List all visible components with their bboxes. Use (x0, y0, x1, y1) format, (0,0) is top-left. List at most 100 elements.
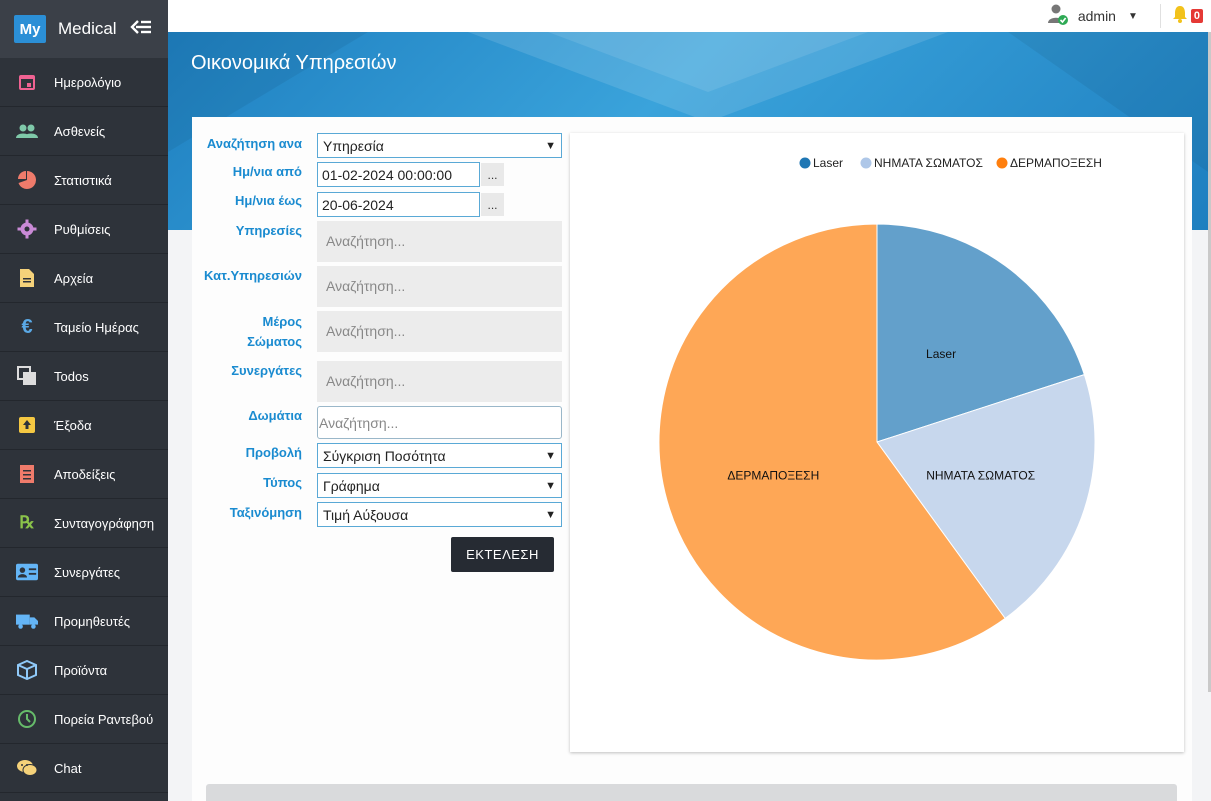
legend-swatch (860, 157, 872, 169)
rx-icon: ℞ (19, 513, 35, 533)
type-label: Τύπος (263, 475, 302, 490)
body-part-search-input[interactable]: Αναζήτηση... (317, 311, 562, 352)
sidebar-item-label: Todos (54, 368, 89, 384)
type-value: Γράφημα (323, 477, 380, 494)
partners-label: Συνεργάτες (231, 363, 302, 378)
brand-logo[interactable]: My (14, 15, 46, 43)
pie-chart: Laser ΝΗΜΑΤΑ ΣΩΜΑΤΟΣ ΔΕΡΜΑΠΟΞΕΣΗ Laser ΝΗΜΑΤ… (658, 156, 1102, 661)
sidebar-item-chat[interactable]: Chat (0, 744, 168, 793)
legend-entry[interactable]: Laser (799, 156, 844, 170)
services-search-input[interactable]: Αναζήτηση... (317, 221, 562, 262)
sidebar-item-rx[interactable]: ℞ Συνταγογράφηση (0, 499, 168, 548)
user-online-icon (1046, 2, 1070, 31)
chevron-down-icon: ▼ (545, 449, 556, 462)
chevron-down-icon: ▼ (545, 508, 556, 521)
sidebar-item-people[interactable]: Ασθενείς (0, 107, 168, 156)
legend-label: ΔΕΡΜΑΠΟΞΕΣΗ (1010, 156, 1102, 170)
service-categories-label: Κατ.Υπηρεσιών (204, 268, 302, 283)
sidebar: My Medical Ημερολόγιο Ασθενείς Στατιστικά Ρ… (0, 0, 168, 801)
sidebar-item-label: Chat (54, 760, 82, 776)
sidebar-item-id-card[interactable]: Συνεργάτες (0, 548, 168, 597)
topbar-divider (1159, 4, 1161, 28)
top-bar: admin ▼ 0 (168, 0, 1211, 32)
sort-label: Ταξινόμηση (229, 505, 302, 520)
receipt-icon (16, 463, 38, 485)
legend-label: Laser (813, 156, 843, 170)
pie-slice[interactable] (658, 223, 1006, 661)
pie-slice[interactable] (876, 374, 1096, 620)
slice-label: ΝΗΜΑΤΑ ΣΩΜΑΤΟΣ (926, 469, 1035, 483)
rooms-search-input[interactable]: Αναζήτηση... (317, 406, 562, 439)
gear-icon (16, 218, 38, 240)
sidebar-item-expense[interactable]: Έξοδα (0, 401, 168, 450)
user-name[interactable]: admin (1077, 8, 1116, 24)
people-icon (16, 120, 38, 142)
services-label: Υπηρεσίες (235, 223, 302, 238)
legend-label: ΝΗΜΑΤΑ ΣΩΜΑΤΟΣ (874, 156, 983, 170)
date-to-picker-button[interactable]: ... (481, 193, 504, 216)
pie-chart-icon (16, 169, 38, 191)
sidebar-item-clock[interactable]: Πορεία Ραντεβού (0, 695, 168, 744)
search-by-select[interactable]: Υπηρεσία ▼ (317, 133, 562, 158)
truck-icon (16, 610, 38, 632)
user-menu[interactable]: admin ▼ (1046, 2, 1138, 31)
partners-search-input[interactable]: Αναζήτηση... (317, 361, 562, 402)
sort-select[interactable]: Τιμή Αύξουσα ▼ (317, 502, 562, 527)
sidebar-item-label: Προμηθευτές (54, 613, 131, 629)
view-value: Σύγκριση Ποσότητα (323, 447, 446, 464)
sidebar-item-box[interactable]: Προϊόντα (0, 646, 168, 695)
legend-entry[interactable]: ΝΗΜΑΤΑ ΣΩΜΑΤΟΣ (860, 156, 983, 170)
box-icon (16, 659, 38, 681)
sidebar-item-label: Ταμείο Ημέρας (54, 319, 139, 335)
date-from-picker-button[interactable]: ... (481, 163, 504, 186)
collapse-arrow-icon[interactable] (130, 18, 152, 41)
search-by-label: Αναζήτηση ανα (206, 136, 302, 151)
notification-count-badge[interactable]: 0 (1190, 9, 1203, 23)
legend-swatch (996, 157, 1008, 169)
results-panel-top (206, 784, 1177, 801)
brand-bar: My Medical (0, 0, 168, 58)
search-by-value: Υπηρεσία (323, 137, 384, 154)
bell-icon[interactable] (1171, 5, 1189, 28)
sidebar-item-truck[interactable]: Προμηθευτές (0, 597, 168, 646)
rooms-label: Δωμάτια (248, 408, 302, 423)
type-select[interactable]: Γράφημα ▼ (317, 473, 562, 498)
sidebar-item-receipt[interactable]: Αποδείξεις (0, 450, 168, 499)
view-select[interactable]: Σύγκριση Ποσότητα ▼ (317, 443, 562, 468)
calendar-icon (16, 71, 38, 93)
body-part-label-line2: Σώματος (247, 334, 302, 349)
body-part-label-line1: Μέρος (262, 314, 302, 329)
chevron-down-icon[interactable]: ▼ (1127, 10, 1138, 22)
sidebar-item-label: Αρχεία (54, 270, 94, 286)
todos-icon (16, 365, 38, 387)
sidebar-item-pie-chart[interactable]: Στατιστικά (0, 156, 168, 205)
chart-panel: Laser ΝΗΜΑΤΑ ΣΩΜΑΤΟΣ ΔΕΡΜΑΠΟΞΕΣΗ Laser ΝΗΜΑΤ… (570, 133, 1184, 752)
page-scrollbar[interactable] (1208, 32, 1211, 692)
date-to-label: Ημ/νια έως (234, 193, 302, 208)
run-button[interactable]: ΕΚΤΕΛΕΣΗ (451, 537, 554, 572)
slice-label: Laser (926, 347, 956, 361)
sidebar-item-label: Ασθενείς (54, 123, 106, 139)
brand-name[interactable]: Medical (58, 19, 117, 38)
service-categories-search-input[interactable]: Αναζήτηση... (317, 266, 562, 307)
legend-entry[interactable]: ΔΕΡΜΑΠΟΞΕΣΗ (996, 156, 1102, 170)
chat-icon (16, 757, 38, 779)
file-icon (16, 267, 38, 289)
sidebar-item-label: Πορεία Ραντεβού (54, 711, 154, 727)
sidebar-item-label: Συνταγογράφηση (54, 515, 155, 531)
sidebar-item-gear[interactable]: Ρυθμίσεις (0, 205, 168, 254)
chevron-down-icon: ▼ (545, 139, 556, 152)
sidebar-item-calendar[interactable]: Ημερολόγιο (0, 58, 168, 107)
id-card-icon (16, 561, 38, 583)
date-to-input[interactable]: 20-06-2024 (317, 192, 480, 217)
clock-icon (16, 708, 38, 730)
view-label: Προβολή (245, 445, 302, 460)
sidebar-item-todos[interactable]: Todos (0, 352, 168, 401)
sidebar-item-euro[interactable]: € Ταμείο Ημέρας (0, 303, 168, 352)
date-from-input[interactable]: 01-02-2024 00:00:00 (317, 162, 480, 187)
sort-value: Τιμή Αύξουσα (323, 506, 409, 523)
pie-slice[interactable] (876, 223, 1085, 443)
sidebar-item-file[interactable]: Αρχεία (0, 254, 168, 303)
expense-icon (16, 414, 38, 436)
legend-swatch (799, 157, 811, 169)
